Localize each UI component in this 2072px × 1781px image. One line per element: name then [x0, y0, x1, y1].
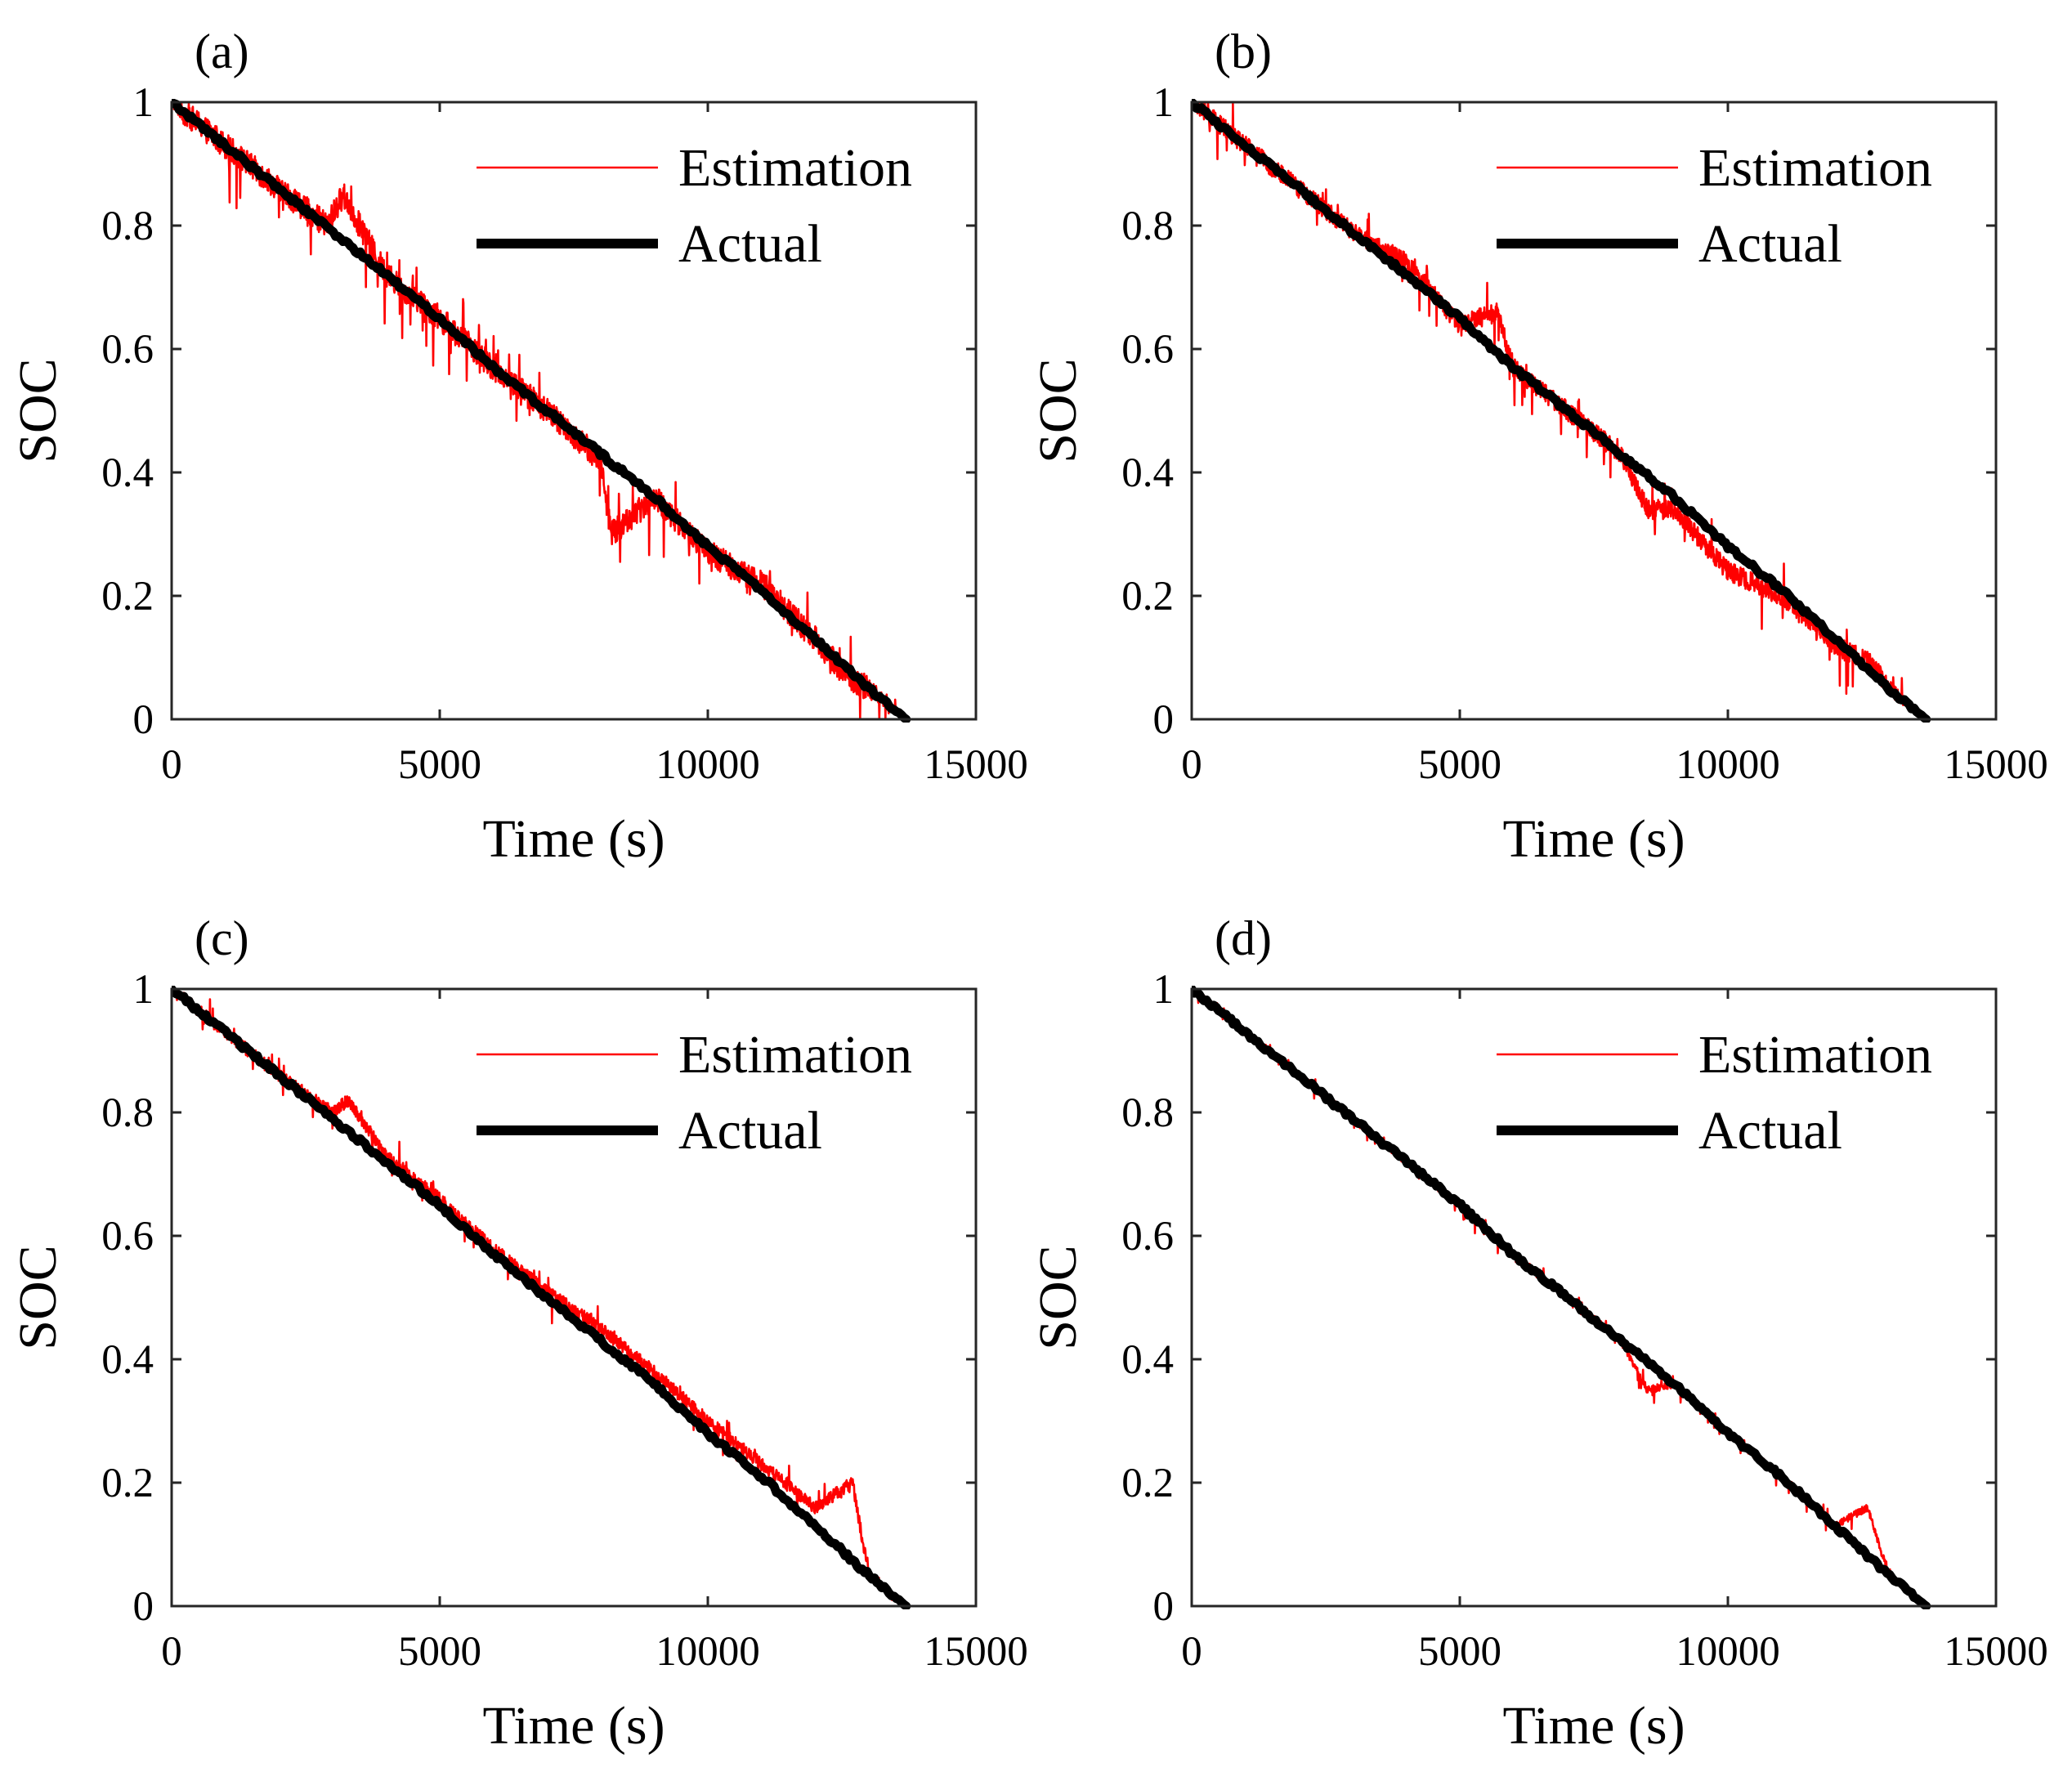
- x-tick-label: 10000: [1676, 1629, 1780, 1675]
- chart-panel-d: 0 5000 10000 15000 0 0.2 0.4 0.6 0.8 1 Time (s) SOC…: [1028, 911, 2048, 1756]
- axes-box: [170, 101, 978, 721]
- x-tick-label: 10000: [1676, 742, 1780, 788]
- panel-label: (c): [195, 911, 249, 965]
- x-tick-label: 0: [1181, 1629, 1202, 1675]
- x-tick-label: 5000: [1418, 1629, 1501, 1675]
- y-axis-label: SOC: [1028, 358, 1088, 463]
- panel-label: (b): [1215, 25, 1272, 78]
- legend: Estimation Actual: [477, 138, 912, 274]
- x-axis-label: Time (s): [482, 1696, 665, 1756]
- y-tick-label: 0.2: [101, 1461, 154, 1506]
- legend: Estimation Actual: [1497, 1025, 1932, 1161]
- x-tick-label: 5000: [1418, 742, 1501, 788]
- chart-panel-b: 0 5000 10000 15000 0 0.2 0.4 0.6 0.8 1 Time (s) SOC…: [1028, 25, 2048, 869]
- y-tick-label: 0.4: [1121, 450, 1174, 496]
- series-line-actual: [172, 986, 911, 1609]
- axes-box: [1190, 987, 1998, 1608]
- y-tick-label: 0: [133, 697, 154, 743]
- series-line-actual: [1192, 986, 1931, 1609]
- x-tick-label: 15000: [924, 742, 1028, 788]
- x-tick-label: 0: [161, 1629, 182, 1675]
- chart-panel-a: 0 5000 10000 15000 0 0.2 0.4 0.6 0.8 1 Time (s) SOC…: [8, 25, 1028, 869]
- x-axis-label: Time (s): [482, 809, 665, 869]
- y-tick-label: 1: [133, 967, 154, 1013]
- y-tick-label: 0.6: [101, 1214, 154, 1260]
- series-line-estimation: [172, 101, 907, 721]
- x-tick-label: 5000: [398, 1629, 481, 1675]
- legend-label-actual: Actual: [1698, 214, 1842, 274]
- y-tick-label: 0.2: [1121, 574, 1174, 620]
- x-tick-label: 15000: [1944, 742, 2048, 788]
- x-tick-label: 0: [1181, 742, 1202, 788]
- y-tick-label: 0.4: [1121, 1337, 1174, 1383]
- y-tick-label: 0.2: [101, 574, 154, 620]
- y-tick-label: 0.8: [1121, 1090, 1174, 1136]
- legend-label-estimation: Estimation: [678, 138, 912, 198]
- x-tick-label: 15000: [924, 1629, 1028, 1675]
- legend-label-actual: Actual: [678, 1101, 822, 1161]
- legend-label-actual: Actual: [678, 214, 822, 274]
- legend-label-estimation: Estimation: [678, 1025, 912, 1085]
- x-tick-label: 15000: [1944, 1629, 2048, 1675]
- y-tick-label: 1: [133, 80, 154, 126]
- x-tick-label: 5000: [398, 742, 481, 788]
- legend-label-actual: Actual: [1698, 1101, 1842, 1161]
- y-tick-label: 0.2: [1121, 1461, 1174, 1506]
- y-tick-label: 1: [1153, 80, 1175, 126]
- y-tick-label: 1: [1153, 967, 1175, 1013]
- y-axis-label: SOC: [8, 1245, 68, 1349]
- y-tick-label: 0.8: [101, 1090, 154, 1136]
- y-axis-label: SOC: [8, 358, 68, 463]
- legend: Estimation Actual: [477, 1025, 912, 1161]
- axes-box: [170, 987, 978, 1608]
- panel-label: (a): [195, 25, 249, 78]
- legend-label-estimation: Estimation: [1698, 138, 1932, 198]
- x-axis-label: Time (s): [1502, 1696, 1685, 1756]
- panel-label: (d): [1215, 911, 1272, 965]
- axes-box: [1190, 101, 1998, 721]
- chart-panel-c: 0 5000 10000 15000 0 0.2 0.4 0.6 0.8 1 Time (s) SOC…: [8, 911, 1028, 1756]
- x-tick-label: 10000: [656, 1629, 760, 1675]
- y-tick-label: 0.4: [101, 1337, 154, 1383]
- x-tick-label: 0: [161, 742, 182, 788]
- y-tick-label: 0: [133, 1584, 154, 1630]
- y-tick-label: 0.4: [101, 450, 154, 496]
- x-tick-label: 10000: [656, 742, 760, 788]
- y-tick-label: 0: [1153, 1584, 1175, 1630]
- series-line-actual: [1192, 99, 1931, 723]
- x-axis-label: Time (s): [1502, 809, 1685, 869]
- y-axis-label: SOC: [1028, 1245, 1088, 1349]
- y-tick-label: 0.8: [1121, 204, 1174, 249]
- y-tick-label: 0.6: [1121, 327, 1174, 373]
- y-tick-label: 0: [1153, 697, 1175, 743]
- legend-label-estimation: Estimation: [1698, 1025, 1932, 1085]
- y-tick-label: 0.6: [1121, 1214, 1174, 1260]
- series-line-actual: [172, 99, 911, 723]
- y-tick-label: 0.6: [101, 327, 154, 373]
- y-tick-label: 0.8: [101, 204, 154, 249]
- legend: Estimation Actual: [1497, 138, 1932, 274]
